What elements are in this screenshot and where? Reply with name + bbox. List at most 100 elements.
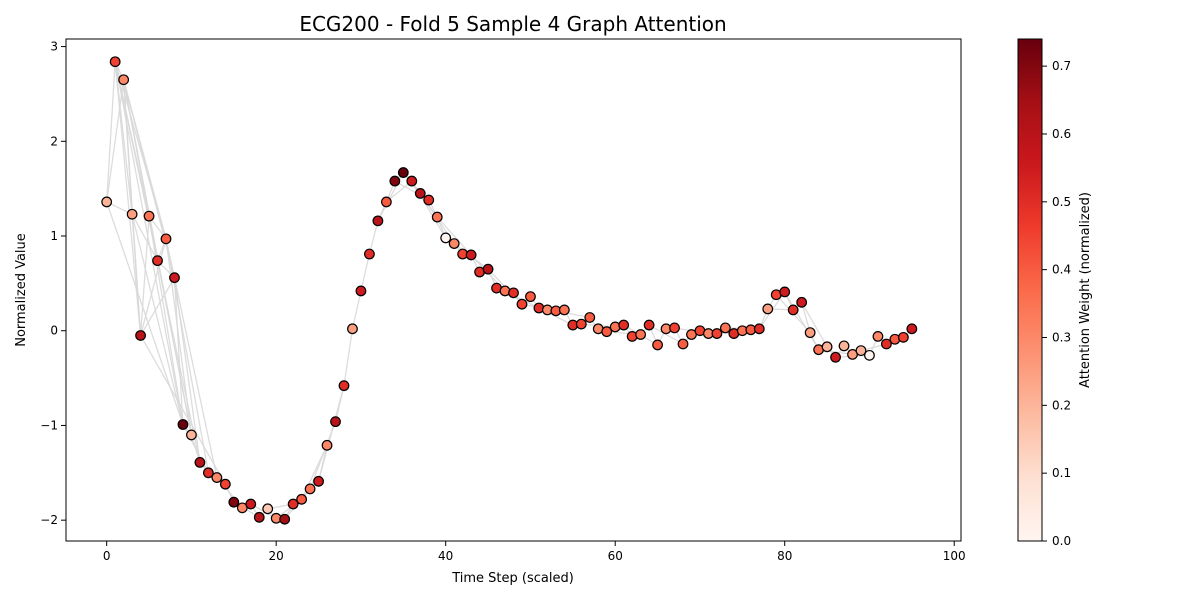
graph-edge (165, 238, 193, 436)
graph-edge (106, 61, 116, 202)
data-point (160, 233, 172, 245)
data-point (389, 175, 401, 187)
data-point (330, 416, 341, 428)
data-point (211, 472, 223, 483)
y-tick-label: 3 (50, 40, 58, 54)
data-point (355, 285, 367, 297)
data-point (347, 323, 358, 335)
data-point (779, 286, 791, 298)
data-point (677, 338, 689, 350)
data-point (313, 475, 324, 487)
x-tick-label: 20 (269, 549, 284, 563)
data-point (279, 513, 291, 525)
data-point (508, 287, 519, 299)
x-tick-label: 80 (777, 549, 792, 563)
data-point (440, 232, 452, 244)
data-point (414, 187, 426, 199)
data-point (881, 338, 892, 350)
graph-edge (351, 290, 362, 329)
data-point (897, 331, 909, 343)
data-point (118, 74, 130, 86)
data-point (423, 194, 435, 206)
x-tick-label: 100 (943, 549, 966, 563)
data-point (906, 323, 918, 335)
data-point (753, 323, 765, 335)
data-point (482, 263, 494, 275)
colorbar-tick-label: 0.5 (1052, 195, 1071, 209)
x-tick-label: 60 (608, 549, 623, 563)
data-point (321, 439, 333, 451)
data-point (516, 298, 528, 310)
data-point (143, 210, 155, 222)
data-point (525, 291, 536, 303)
data-point (643, 319, 655, 331)
colorbar-tick-label: 0.6 (1052, 127, 1071, 141)
data-point (855, 345, 867, 357)
data-point (380, 196, 392, 208)
x-axis-label: Time Step (scaled) (451, 571, 574, 586)
data-point (465, 249, 477, 261)
data-point (169, 272, 180, 284)
data-point (711, 328, 723, 339)
data-point (719, 322, 731, 334)
graph-edge (131, 214, 142, 336)
data-point (372, 215, 384, 227)
graph-edge (139, 216, 150, 336)
colorbar-tick-label: 0.2 (1052, 398, 1071, 412)
graph-edge (784, 291, 820, 351)
graph-edge (140, 335, 226, 485)
graph-edge (801, 301, 828, 348)
y-tick-label: −1 (40, 418, 58, 432)
data-point (821, 341, 833, 353)
data-point (431, 211, 443, 223)
graph-edge (123, 79, 176, 278)
data-point (787, 304, 799, 316)
data-point (872, 331, 884, 342)
graph-edge (368, 220, 379, 255)
colorbar-gradient (1018, 39, 1042, 541)
graph-edge (173, 277, 218, 478)
data-point (202, 467, 214, 479)
graph-edge (131, 214, 184, 425)
y-axis-label: Normalized Value (14, 233, 29, 347)
data-point (194, 456, 206, 468)
graph-edge (385, 180, 413, 203)
plot-area (65, 38, 962, 542)
data-point (796, 296, 808, 308)
graph-edge (360, 253, 371, 292)
data-point (635, 329, 647, 340)
graph-edge (334, 385, 345, 422)
data-point (558, 304, 570, 316)
graph-edge (648, 324, 684, 345)
y-axis: −2 −1 0 1 2 3 (40, 40, 66, 527)
data-point (245, 498, 257, 510)
x-tick-label: 40 (438, 549, 453, 563)
data-point (219, 478, 231, 490)
data-point (397, 167, 409, 178)
data-point (101, 196, 113, 208)
data-point (669, 322, 680, 334)
data-point (126, 208, 138, 220)
graph-edge (106, 79, 125, 203)
data-point (364, 248, 375, 260)
y-tick-label: 1 (50, 229, 58, 243)
data-point (864, 349, 875, 361)
data-point (838, 340, 850, 352)
data-point (177, 419, 189, 430)
data-point (830, 351, 841, 363)
data-point (338, 380, 350, 392)
data-point (109, 56, 121, 68)
colorbar-ticks: 0.0 0.1 0.2 0.3 0.4 0.5 0.6 0.7 (1042, 59, 1071, 548)
graph-edge (131, 213, 159, 261)
x-tick-label: 0 (103, 549, 111, 563)
y-tick-label: 0 (50, 324, 58, 338)
data-point (762, 303, 774, 315)
data-point (584, 312, 596, 323)
data-point (186, 429, 197, 441)
colorbar: 0.0 0.1 0.2 0.3 0.4 0.5 0.6 0.7 Attention Weigh… (1017, 38, 1093, 548)
data-point (296, 493, 308, 505)
data-point (575, 318, 587, 330)
data-point (406, 175, 418, 187)
colorbar-frame (1017, 38, 1043, 542)
graph-edge (139, 238, 167, 336)
